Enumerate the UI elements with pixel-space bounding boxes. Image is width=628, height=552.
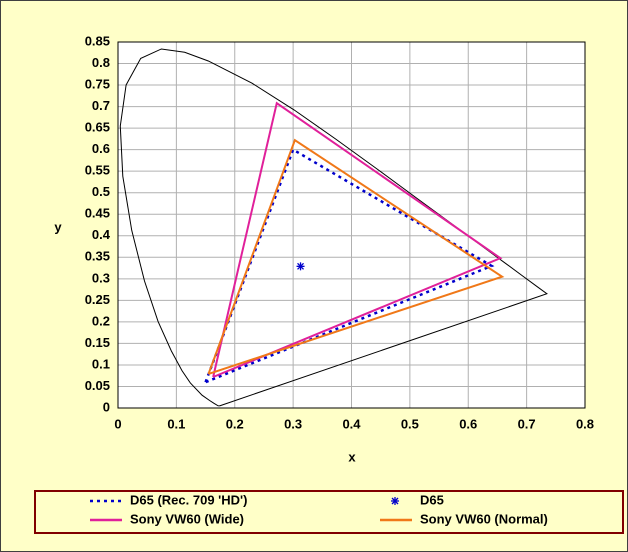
marker-stroke	[391, 497, 399, 505]
y-tick-label: 0.65	[85, 120, 110, 135]
marker	[296, 262, 305, 271]
x-tick-label: 0.1	[167, 416, 185, 431]
y-tick-label: 0	[103, 399, 110, 414]
x-tick-label: 0.7	[518, 416, 536, 431]
x-axis-label: x	[348, 449, 356, 464]
y-tick-label: 0.2	[92, 313, 110, 328]
y-tick-label: 0.3	[92, 270, 110, 285]
y-tick-label: 0.15	[85, 335, 110, 350]
y-axis-label: y	[54, 219, 62, 234]
legend	[34, 490, 624, 534]
x-tick-label: 0.4	[342, 416, 361, 431]
y-tick-label: 0.1	[92, 356, 110, 371]
marks	[119, 48, 548, 407]
y-tick-label: 0.35	[85, 249, 110, 264]
y-tick-label: 0.05	[85, 378, 110, 393]
grid	[117, 41, 586, 409]
x-tick-label: 0	[114, 416, 121, 431]
x-tick-label: 0.3	[284, 416, 302, 431]
x-tick-label: 0.6	[459, 416, 477, 431]
legend-label: D65 (Rec. 709 'HD')	[130, 492, 247, 507]
y-tick-label: 0.8	[92, 55, 110, 70]
y-tick-label: 0.5	[92, 184, 110, 199]
series-line	[204, 147, 495, 384]
legend-label: D65	[420, 492, 444, 507]
y-tick-label: 0.4	[92, 227, 111, 242]
y-tick-label: 0.6	[92, 141, 110, 156]
x-tick-label: 0.2	[226, 416, 244, 431]
y-tick-label: 0.25	[85, 292, 110, 307]
y-tick-label: 0.85	[85, 33, 110, 48]
y-tick-label: 0.7	[92, 98, 110, 113]
series-line	[212, 101, 503, 378]
marker	[391, 497, 399, 505]
x-tick-label: 0.5	[401, 416, 419, 431]
plot-frame	[117, 41, 586, 409]
y-tick-label: 0.45	[85, 206, 110, 221]
x-tick-label: 0.8	[576, 416, 594, 431]
legend-items: D65 (Rec. 709 'HD') D65 Sony VW60 (Wide) So…	[90, 492, 548, 526]
series-line	[207, 138, 505, 375]
y-tick-label: 0.55	[85, 163, 110, 178]
legend-label: Sony VW60 (Normal)	[420, 511, 548, 526]
marker-stroke	[297, 262, 304, 270]
legend-label: Sony VW60 (Wide)	[130, 511, 244, 526]
y-tick-label: 0.75	[85, 76, 110, 91]
